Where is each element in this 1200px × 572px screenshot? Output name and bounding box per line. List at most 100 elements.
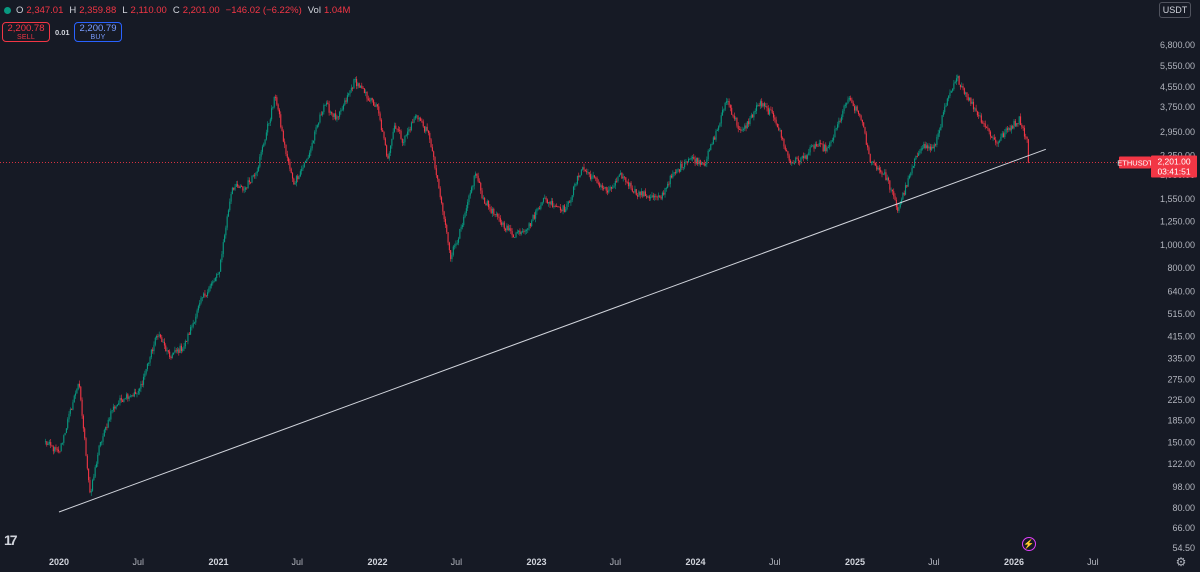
tradingview-logo-icon[interactable]: 17	[4, 532, 18, 548]
trendline-layer	[58, 148, 1046, 513]
candle-body	[661, 192, 663, 199]
buy-button[interactable]: 2,200.79 BUY	[74, 22, 122, 42]
candle-body	[345, 100, 347, 102]
candle-body	[247, 180, 249, 188]
candle-body	[522, 231, 524, 233]
candle-body	[423, 126, 426, 132]
candle-body	[996, 142, 998, 144]
candle-body	[231, 187, 233, 195]
candle-body	[341, 109, 343, 111]
gear-icon[interactable]: ⚙	[1175, 555, 1187, 569]
candle-body	[1012, 126, 1014, 129]
candle-body	[448, 242, 450, 251]
candle-body	[579, 175, 581, 178]
candle-body	[207, 292, 209, 296]
candle-body	[152, 349, 154, 352]
candle-body	[735, 117, 737, 119]
x-tick-label: 2021	[208, 557, 228, 567]
candle-body	[393, 125, 396, 132]
candle-body	[389, 145, 392, 153]
candle-body	[226, 216, 228, 228]
candle-body	[748, 121, 750, 125]
candle-body	[827, 147, 829, 149]
lightning-icon[interactable]: ⚡	[1022, 537, 1036, 551]
candle-body	[488, 201, 490, 208]
candle-body	[493, 208, 495, 215]
candle-body	[587, 172, 589, 173]
candle-body	[672, 173, 674, 178]
candle-body	[244, 187, 247, 190]
candle-body	[586, 171, 588, 173]
x-tick-label: 2023	[526, 557, 546, 567]
candle-body	[80, 386, 82, 400]
candle-body	[859, 113, 861, 116]
x-tick-label: Jul	[769, 557, 781, 567]
candle-body	[758, 105, 760, 106]
candle-body	[404, 135, 406, 143]
candle-body	[650, 197, 652, 199]
candle-body	[861, 119, 863, 123]
candle-body	[789, 160, 792, 163]
candle-body	[265, 132, 267, 140]
candle-body	[115, 406, 117, 409]
candle-body	[791, 162, 793, 164]
candle-body	[642, 191, 644, 197]
candle-body	[494, 214, 496, 216]
high-value: 2,359.88	[79, 4, 117, 16]
candle-body	[327, 102, 329, 105]
change-value: −146.02 (−6.22%)	[225, 4, 302, 16]
candle-body	[886, 177, 888, 181]
candle-body	[702, 162, 704, 164]
candle-body	[860, 115, 862, 120]
candle-body	[745, 125, 747, 129]
candle-body	[197, 306, 199, 311]
candle-body	[460, 226, 462, 229]
candle-body	[533, 214, 535, 219]
candle-body	[1017, 123, 1019, 124]
candle-body	[124, 398, 126, 400]
candle-body	[302, 167, 304, 170]
candle-body	[362, 88, 364, 89]
candle-body	[753, 111, 755, 118]
candle-body	[600, 185, 602, 187]
sell-label: SELL	[17, 34, 35, 41]
candle-body	[535, 211, 537, 219]
sell-button[interactable]: 2,200.78 SELL	[2, 22, 50, 42]
candle-body	[720, 115, 722, 124]
candle-body	[959, 84, 961, 88]
candle-body	[919, 150, 921, 154]
candle-body	[606, 190, 609, 193]
candle-body	[397, 129, 399, 131]
candle-body	[261, 146, 264, 152]
candle-body	[971, 101, 973, 104]
candle-body	[622, 176, 624, 179]
currency-selector-button[interactable]: USDT	[1159, 2, 1191, 18]
candle-body	[842, 110, 844, 117]
candle-body	[301, 169, 303, 172]
candle-body	[400, 130, 402, 139]
candle-body	[128, 396, 130, 399]
candle-body	[378, 106, 380, 114]
candle-body	[803, 156, 805, 159]
candle-body	[183, 346, 185, 349]
candle-body	[284, 141, 286, 145]
candle-body	[907, 178, 909, 187]
candle-body	[129, 396, 132, 398]
y-tick-label: 80.00	[1172, 503, 1195, 513]
candle-body	[233, 187, 235, 190]
candle-body	[111, 410, 113, 412]
candle-body	[250, 182, 252, 183]
candle-body	[329, 111, 331, 113]
candle-body	[995, 139, 997, 143]
candle-body	[94, 467, 96, 477]
candle-body	[528, 223, 530, 229]
candle-body	[984, 123, 986, 128]
candle-body	[174, 350, 176, 353]
candle-body	[536, 208, 538, 212]
candle-body	[750, 114, 752, 118]
candle-body	[188, 333, 190, 335]
candle-body	[335, 113, 337, 120]
